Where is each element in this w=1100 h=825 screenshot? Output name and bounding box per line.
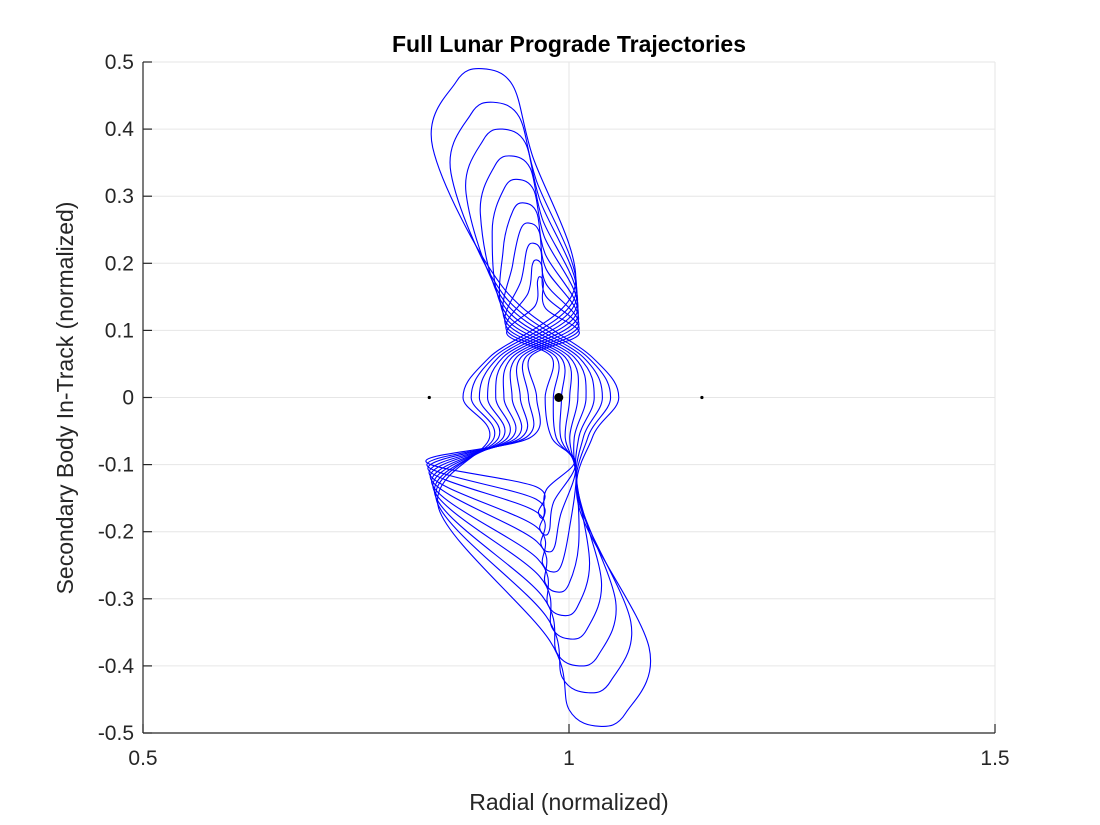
trajectory-line-7 — [432, 155, 602, 640]
L1-point-marker — [427, 395, 431, 400]
y-tick-label-0: -0.5 — [98, 722, 134, 745]
y-axis-label: Secondary Body In-Track (normalized) — [52, 202, 78, 595]
y-tick-label-5: 0 — [122, 387, 134, 410]
series-layer — [425, 68, 652, 727]
y-tick-label-1: -0.4 — [98, 655, 135, 678]
y-tick-label-9: 0.4 — [105, 118, 135, 141]
y-tick-label-2: -0.3 — [98, 588, 134, 611]
L2-point-marker — [700, 395, 704, 400]
x-tick-label-1: 1 — [563, 747, 575, 770]
trajectory-line-4 — [428, 222, 580, 573]
trajectory-line-3 — [427, 242, 580, 553]
trajectory-line-1 — [425, 276, 580, 519]
trajectory-line-6 — [431, 178, 591, 617]
tick-label-layer: 0.5 1 1.5 -0.5 -0.4 -0.3 -0.2 -0.1 0 0.1 0.2 0.3 0.4… — [98, 51, 1010, 770]
trajectory-line-2 — [426, 259, 580, 536]
y-tick-label-10: 0.5 — [105, 51, 134, 74]
chart-title: Full Lunar Prograde Trajectories — [392, 31, 746, 57]
grid-layer — [142, 61, 996, 734]
trajectory-line-10 — [430, 68, 652, 727]
y-tick-label-4: -0.1 — [98, 454, 134, 477]
y-tick-label-7: 0.2 — [105, 252, 134, 275]
x-tick-label-2: 1.5 — [980, 747, 1009, 770]
x-axis-label: Radial (normalized) — [469, 789, 668, 815]
secondary-body-marker — [554, 393, 564, 402]
x-tick-label-0: 0.5 — [128, 747, 157, 770]
y-tick-label-8: 0.3 — [105, 185, 134, 208]
trajectory-line-8 — [434, 128, 617, 667]
y-tick-label-6: 0.1 — [105, 319, 134, 342]
y-tick-label-3: -0.2 — [98, 521, 134, 544]
axes-layer — [142, 61, 996, 734]
marker-layer — [427, 393, 704, 402]
trajectory-line-5 — [429, 202, 580, 593]
trajectory-line-9 — [435, 101, 633, 694]
